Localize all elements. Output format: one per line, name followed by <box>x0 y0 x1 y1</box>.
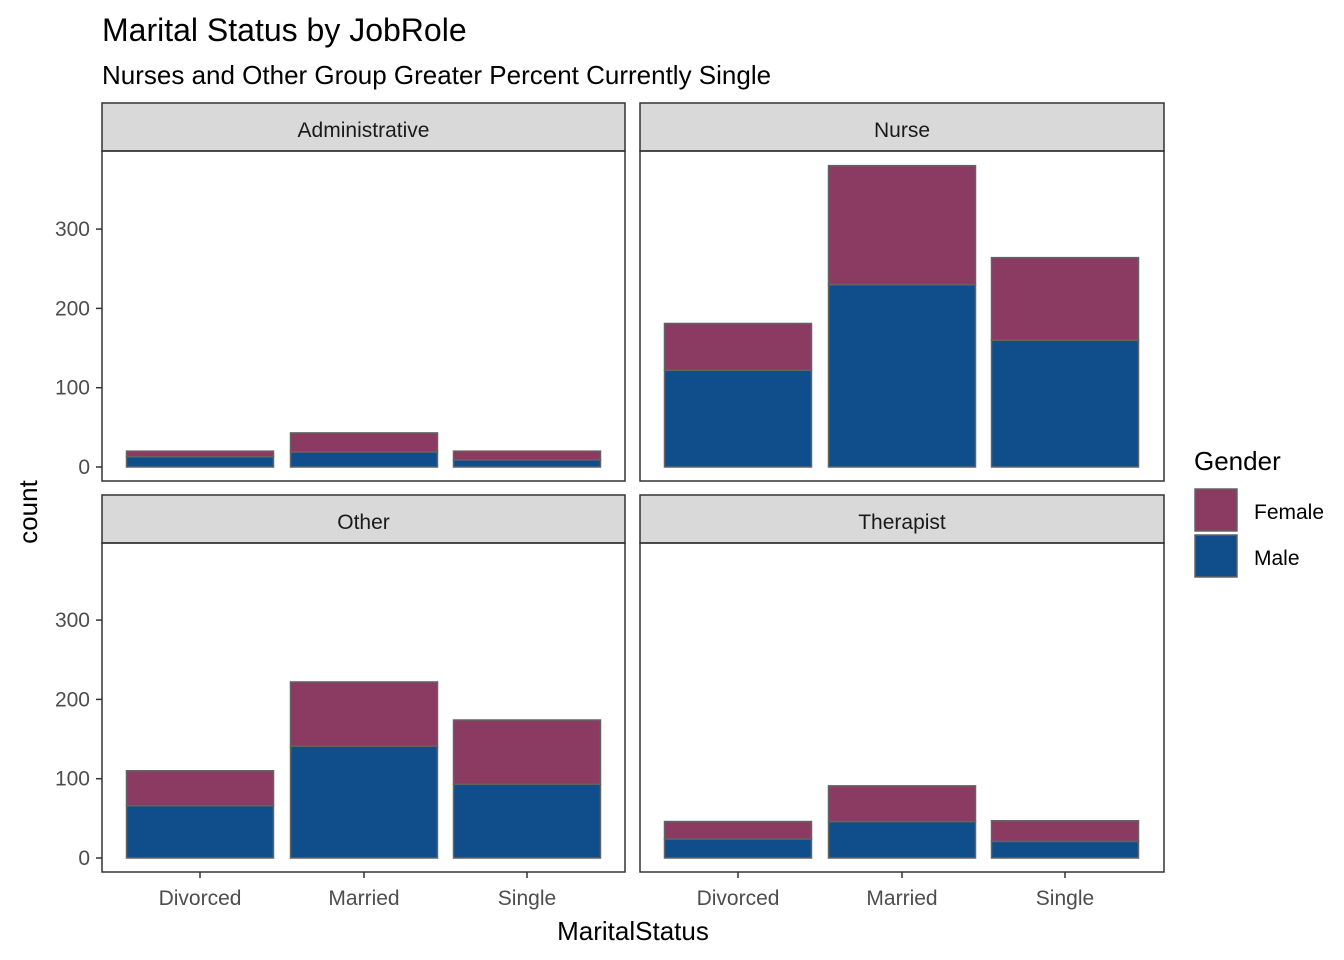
bar-female <box>663 322 813 372</box>
bar-female <box>990 256 1140 341</box>
facet-strip <box>101 102 626 152</box>
bar-female <box>125 450 275 458</box>
bar-male <box>452 459 602 468</box>
legend-swatch-female <box>1194 488 1238 532</box>
facet-strip-label: Other <box>337 511 390 534</box>
bar-male <box>663 369 813 468</box>
x-tick-label: Married <box>328 887 399 910</box>
y-tick-label: 0 <box>78 456 90 479</box>
facet-strip <box>101 494 626 544</box>
bar-female <box>663 820 813 840</box>
bar-female <box>827 785 977 823</box>
bar-male <box>990 339 1140 468</box>
bar-male <box>827 820 977 859</box>
facet-panels: Administrative 0 100 200 300 Nurse Other 0 100 20… <box>55 102 1165 910</box>
legend-swatch-male <box>1194 534 1238 578</box>
facet-panel: Administrative 0 100 200 300 <box>55 102 626 482</box>
y-tick-label: 300 <box>55 218 90 241</box>
y-tick-label: 200 <box>55 297 90 320</box>
panel-border <box>639 150 1165 482</box>
facet-panel: Nurse <box>639 102 1165 482</box>
legend-label-female: Female <box>1254 501 1324 524</box>
y-tick-label: 300 <box>55 609 90 632</box>
panel-border <box>101 150 626 482</box>
legend-title: Gender <box>1194 446 1281 476</box>
y-axis-title: count <box>13 479 43 543</box>
bar-female <box>827 164 977 286</box>
facet-strip <box>639 494 1165 544</box>
bar-male <box>289 745 439 859</box>
y-tick-label: 100 <box>55 377 90 400</box>
facet-strip-label: Administrative <box>298 119 430 142</box>
y-tick-label: 200 <box>55 688 90 711</box>
facet-strip-label: Therapist <box>858 511 946 534</box>
bar-female <box>452 450 602 461</box>
bar-male <box>663 838 813 859</box>
x-tick-label: Single <box>1036 887 1094 910</box>
chart-subtitle: Nurses and Other Group Greater Percent C… <box>102 60 771 90</box>
bar-male <box>452 783 602 859</box>
legend-label-male: Male <box>1254 547 1300 570</box>
bar-male <box>125 804 275 859</box>
x-tick-label: Divorced <box>697 887 780 910</box>
x-axis-title: MaritalStatus <box>557 916 709 946</box>
facet-panel: Therapist Divorced Married Single <box>639 494 1165 910</box>
facet-panel: Other 0 100 200 300 Divorced Married Single <box>55 494 626 910</box>
x-tick-label: Single <box>498 887 556 910</box>
bar-female <box>289 681 439 747</box>
bar-female <box>125 770 275 807</box>
bar-female <box>990 819 1140 843</box>
y-tick-label: 0 <box>78 847 90 870</box>
bar-male <box>827 283 977 468</box>
bar-male <box>990 840 1140 859</box>
bar-male <box>289 451 439 468</box>
bar-female <box>452 719 602 786</box>
y-tick-label: 100 <box>55 768 90 791</box>
chart-title: Marital Status by JobRole <box>102 12 467 48</box>
x-tick-label: Divorced <box>159 887 242 910</box>
x-tick-label: Married <box>866 887 937 910</box>
facet-strip-label: Nurse <box>874 119 930 142</box>
bar-female <box>289 432 439 453</box>
legend: Gender Female Male <box>1194 446 1324 578</box>
bar-male <box>125 455 275 468</box>
